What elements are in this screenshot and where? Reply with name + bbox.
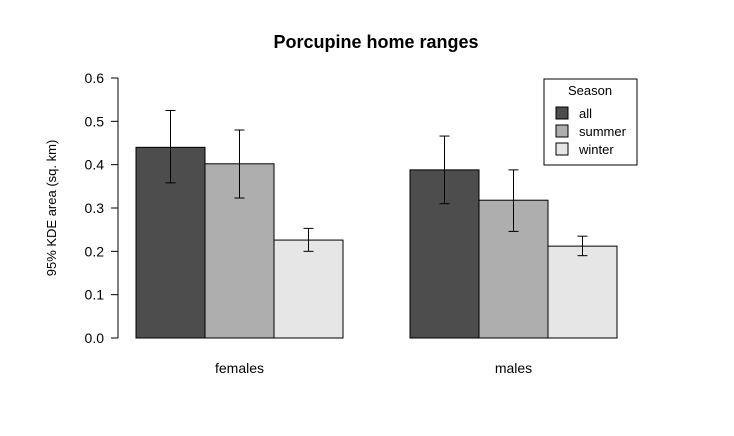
legend-swatch-summer — [555, 124, 569, 138]
y-tick-label: 0.5 — [85, 113, 105, 129]
x-category-label: females — [215, 360, 264, 376]
legend-swatch-winter — [555, 142, 569, 156]
y-tick-label: 0.2 — [85, 243, 105, 259]
y-axis-label: 95% KDE area (sq. km) — [44, 140, 59, 277]
legend-swatch-all — [555, 106, 569, 120]
legend-label-summer: summer — [579, 124, 627, 139]
y-tick-label: 0.6 — [85, 70, 105, 86]
x-axis-labels: females males — [215, 360, 532, 376]
bar-females-winter — [273, 239, 344, 339]
chart-title: Porcupine home ranges — [273, 32, 478, 52]
y-tick-label: 0.3 — [85, 200, 105, 216]
y-tick-label: 0.1 — [85, 287, 105, 303]
y-axis: 0.0 0.1 0.2 0.3 0.4 0.5 0.6 — [85, 70, 119, 346]
legend-label-all: all — [579, 106, 592, 121]
bar-males-winter — [547, 245, 618, 339]
bars — [135, 110, 618, 339]
x-category-label: males — [495, 360, 532, 376]
y-tick-label: 0.4 — [85, 157, 105, 173]
legend-label-winter: winter — [578, 142, 614, 157]
y-tick-label: 0.0 — [85, 330, 105, 346]
legend: Season all summer winter — [543, 78, 638, 166]
legend-title: Season — [568, 83, 612, 98]
